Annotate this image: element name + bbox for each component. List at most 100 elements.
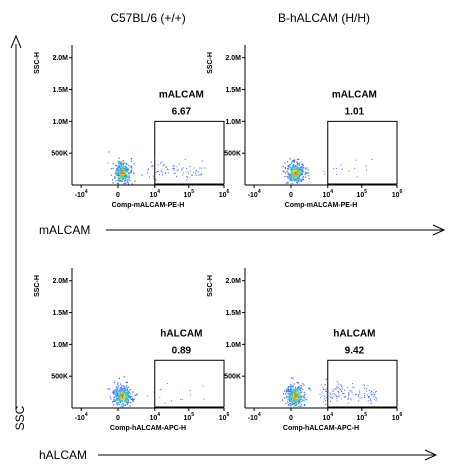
data-point [292,178,294,180]
data-point [297,401,299,403]
data-point [159,389,161,391]
data-point [121,396,123,398]
data-point [289,403,292,405]
data-point [294,179,296,181]
data-point [188,172,190,174]
data-point [354,167,356,169]
row1-arrow-head [432,224,446,236]
data-point [127,170,129,172]
data-point [159,174,160,176]
data-point [125,404,127,406]
data-point [289,405,292,407]
data-point [325,379,327,381]
data-point [364,395,366,397]
data-point [292,391,294,393]
data-point [121,400,123,402]
data-point [285,393,287,395]
data-point [301,168,303,170]
data-point [301,387,303,389]
data-point [129,405,131,407]
data-point [319,393,321,395]
data-point [130,166,132,168]
data-point [291,393,293,395]
data-point [125,389,127,391]
data-point [294,177,296,179]
data-point [293,171,295,173]
data-point [118,377,120,379]
data-point [118,392,120,395]
data-point [334,388,336,390]
data-point [114,389,116,391]
data-point [121,171,123,174]
data-point [284,397,286,399]
x-tick-label: 105 [357,189,368,199]
data-point [131,398,134,400]
plot-panel-top-left: 500K 1.0M 1.5M 2.0M -104 0 104 105 106 Comp-mALCA… [34,45,230,209]
data-point [335,395,337,397]
data-point [303,394,305,396]
data-point [120,388,122,390]
data-point [300,396,303,398]
data-point [284,175,286,178]
data-point [121,386,123,389]
data-point [367,400,369,402]
data-point [126,169,128,171]
data-point [299,170,301,172]
data-point [298,162,300,164]
data-point [172,165,174,167]
data-point [181,169,183,171]
data-point [153,391,155,393]
ssc-arrow-head [10,34,22,49]
gate-name: mALCAM [332,89,377,100]
data-point [119,383,122,385]
data-point [173,169,175,171]
data-point [284,167,286,169]
data-point [287,165,289,167]
data-point [287,388,289,390]
data-point [120,168,122,170]
data-point [117,172,119,174]
data-point [296,397,298,399]
data-point [296,174,298,176]
data-point [117,395,119,397]
data-point [127,169,129,171]
data-point [115,180,117,182]
y-tick-label: 1.5M [225,310,241,317]
data-point [115,171,117,173]
data-point [290,390,292,392]
data-point [293,180,295,182]
gate-rectangle [154,359,225,408]
data-point [321,395,323,397]
data-point [296,166,298,168]
data-point [292,170,294,172]
data-point [290,393,292,396]
data-point [351,383,353,384]
data-point [336,395,338,397]
data-point [124,386,126,388]
x-tick-label: 106 [392,189,403,199]
column-title-left: C57BL/6 (+/+) [110,11,185,25]
data-point [120,179,122,181]
data-point [119,389,121,391]
data-point [325,403,327,405]
data-point [347,399,349,400]
data-point [298,390,300,392]
data-point [297,177,299,179]
data-point [292,169,295,171]
x-tick-exponent: 5 [364,189,367,195]
data-point [128,174,130,177]
data-point [293,395,295,397]
data-point [282,170,284,172]
data-point [296,397,298,399]
data-point [186,176,188,177]
data-point [201,173,202,175]
data-point [294,174,296,176]
data-point [119,407,121,409]
data-point [124,396,126,398]
data-point [121,399,123,401]
data-point [296,158,299,160]
x-axis-label: Comp-mALCAM-PE-H [112,202,185,209]
data-point [114,176,116,178]
data-point [122,160,124,162]
